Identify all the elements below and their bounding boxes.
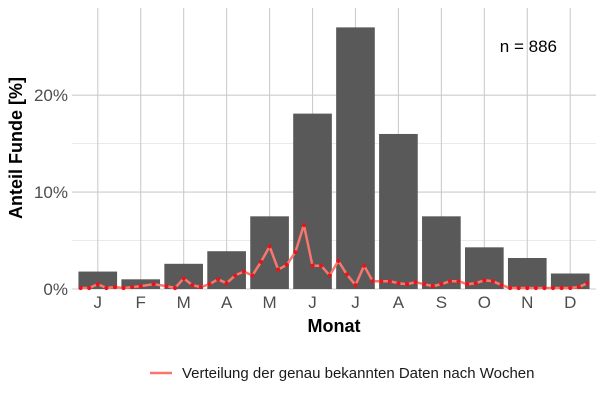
x-tick-label: J xyxy=(351,293,360,312)
bar xyxy=(507,257,547,289)
series-point xyxy=(499,283,504,288)
series-point xyxy=(276,267,281,272)
x-tick-label: M xyxy=(262,293,276,312)
series-point xyxy=(267,244,272,249)
series-point xyxy=(353,283,358,288)
series-point xyxy=(490,279,496,284)
bar xyxy=(336,27,375,290)
series-point xyxy=(336,258,341,263)
y-tick-label: 0% xyxy=(43,280,68,299)
bar xyxy=(379,133,418,289)
bar xyxy=(293,113,332,289)
series-point xyxy=(151,282,156,287)
series-point xyxy=(576,284,581,290)
series-point xyxy=(319,263,324,268)
x-tick-label: O xyxy=(478,293,491,312)
x-tick-label: D xyxy=(564,293,576,312)
series-point xyxy=(568,285,573,291)
series-point xyxy=(585,281,590,286)
series-point xyxy=(121,285,126,291)
y-tick-label: 10% xyxy=(34,183,68,202)
series-point xyxy=(301,222,307,228)
series-point xyxy=(430,283,435,289)
x-tick-label: F xyxy=(136,293,146,312)
series-point xyxy=(104,285,109,291)
series-point xyxy=(456,279,461,284)
series-point xyxy=(310,263,315,268)
series-point xyxy=(439,282,444,287)
series-point xyxy=(293,250,298,255)
series-point xyxy=(447,279,453,284)
series-point xyxy=(258,259,264,264)
legend-label: Verteilung der genau bekannten Daten nac… xyxy=(182,365,535,382)
weekly-series xyxy=(78,222,590,291)
legend: Verteilung der genau bekannten Daten nac… xyxy=(150,365,535,382)
sample-size-annotation: n = 886 xyxy=(500,37,557,56)
x-tick-label: M xyxy=(177,293,191,312)
x-tick-label: A xyxy=(393,293,405,312)
series-point xyxy=(361,263,367,268)
series-point xyxy=(404,282,410,287)
series-point xyxy=(224,281,229,286)
series-point xyxy=(370,279,375,284)
series-point xyxy=(379,279,384,284)
series-point xyxy=(87,285,92,291)
x-tick-label: N xyxy=(521,293,533,312)
series-point xyxy=(482,278,487,283)
series-point xyxy=(542,285,547,291)
series-point xyxy=(344,272,349,277)
bars xyxy=(78,27,590,290)
bar xyxy=(250,216,289,289)
series-point xyxy=(112,284,118,290)
series-point xyxy=(284,262,289,267)
bar xyxy=(550,273,590,289)
series-point xyxy=(473,281,478,286)
bar xyxy=(422,216,461,289)
series-point xyxy=(181,276,186,281)
series-point xyxy=(250,273,255,278)
x-tick-label: A xyxy=(221,293,233,312)
series-point xyxy=(550,285,556,291)
series-point xyxy=(387,279,392,284)
series-point xyxy=(507,285,513,291)
x-tick-label: J xyxy=(308,293,317,312)
series-point xyxy=(559,285,564,291)
series-point xyxy=(215,277,221,282)
series-point xyxy=(413,280,418,285)
y-axis-ticks: 0% 10% 20% xyxy=(34,86,68,299)
y-axis-title: Anteil Funde [%] xyxy=(6,77,26,219)
series-point xyxy=(422,282,427,287)
series-point xyxy=(207,282,212,287)
series-point xyxy=(78,285,83,291)
series-point xyxy=(130,284,135,290)
x-axis-title: Monat xyxy=(308,316,361,336)
bar xyxy=(78,271,118,289)
series-point xyxy=(465,282,470,287)
x-tick-label: J xyxy=(94,293,103,312)
x-tick-label: S xyxy=(436,293,447,312)
series-point xyxy=(516,285,521,291)
series-point xyxy=(198,284,203,290)
series-point xyxy=(172,285,178,291)
series-point xyxy=(241,269,246,274)
series-point xyxy=(190,283,195,288)
series-point xyxy=(164,283,169,289)
series-point xyxy=(533,285,538,291)
y-tick-label: 20% xyxy=(34,86,68,105)
series-point xyxy=(327,273,332,278)
series-point xyxy=(233,273,238,278)
series-point xyxy=(138,283,143,289)
series-point xyxy=(525,285,530,291)
series-point xyxy=(396,281,401,286)
series-point xyxy=(95,282,100,287)
